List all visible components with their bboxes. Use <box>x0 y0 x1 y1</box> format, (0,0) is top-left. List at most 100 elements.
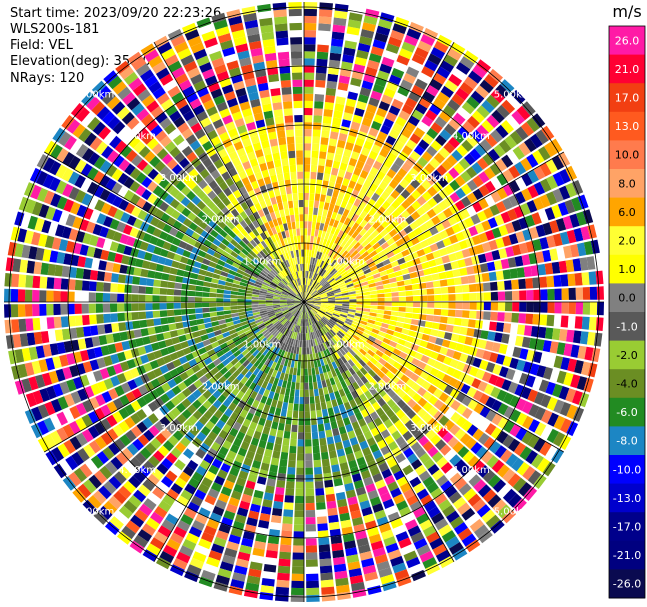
velocity-gate <box>356 351 365 359</box>
velocity-gate <box>327 307 335 310</box>
velocity-gate <box>138 503 153 517</box>
velocity-gate <box>397 167 408 178</box>
velocity-gate <box>237 292 246 296</box>
velocity-gate <box>305 510 316 518</box>
velocity-gate <box>311 221 316 230</box>
velocity-gate <box>178 79 192 91</box>
velocity-gate <box>407 231 417 240</box>
velocity-gate <box>343 242 350 250</box>
velocity-gate <box>224 234 233 243</box>
velocity-gate <box>257 378 265 387</box>
velocity-gate <box>318 23 331 32</box>
velocity-gate <box>309 325 313 333</box>
velocity-gate <box>216 201 226 211</box>
velocity-gate <box>67 291 75 302</box>
velocity-gate <box>149 334 158 344</box>
velocity-gate <box>260 96 271 106</box>
velocity-gate <box>363 364 372 373</box>
velocity-gate <box>288 330 293 338</box>
velocity-gate <box>195 448 206 459</box>
velocity-gate <box>495 237 505 249</box>
velocity-gate <box>342 304 350 307</box>
velocity-gate <box>293 403 299 411</box>
velocity-gate <box>545 381 556 395</box>
velocity-gate <box>283 343 288 351</box>
velocity-gate <box>283 311 291 317</box>
velocity-gate <box>305 488 315 497</box>
velocity-gate <box>364 272 373 278</box>
velocity-gate <box>304 340 307 348</box>
velocity-gate <box>416 544 431 556</box>
velocity-gate <box>280 238 286 247</box>
velocity-gate <box>341 306 350 309</box>
velocity-gate <box>126 236 136 247</box>
velocity-gate <box>330 226 337 235</box>
velocity-gate <box>166 303 174 310</box>
velocity-gate <box>243 403 252 412</box>
velocity-gate <box>406 28 422 40</box>
velocity-gate <box>247 354 255 363</box>
velocity-gate <box>68 327 78 339</box>
velocity-gate <box>264 341 271 349</box>
velocity-gate <box>342 302 350 304</box>
velocity-gate <box>491 342 501 353</box>
velocity-gate <box>307 286 311 293</box>
velocity-gate <box>250 437 260 447</box>
velocity-gate <box>255 393 263 402</box>
velocity-gate <box>250 98 261 108</box>
velocity-gate <box>297 304 303 311</box>
velocity-gate <box>409 324 418 332</box>
velocity-gate <box>471 255 480 265</box>
velocity-gate <box>520 121 535 137</box>
velocity-gate <box>218 319 226 325</box>
velocity-gate <box>231 387 240 396</box>
colorbar-swatch <box>609 169 645 199</box>
velocity-gate <box>343 275 351 282</box>
velocity-gate <box>407 266 416 273</box>
velocity-gate <box>145 442 157 455</box>
velocity-gate <box>198 507 211 519</box>
velocity-gate <box>490 519 505 534</box>
velocity-gate <box>522 415 534 430</box>
velocity-gate <box>124 284 132 293</box>
velocity-gate <box>419 168 431 179</box>
velocity-gate <box>343 353 351 362</box>
velocity-gate <box>357 402 366 412</box>
velocity-gate <box>316 172 324 181</box>
velocity-gate <box>337 498 348 508</box>
velocity-gate <box>235 87 247 98</box>
velocity-gate <box>296 164 303 172</box>
velocity-gate <box>294 214 300 222</box>
velocity-gate <box>300 228 304 236</box>
velocity-gate <box>326 289 334 294</box>
velocity-gate <box>335 275 342 281</box>
velocity-gate <box>112 154 125 168</box>
velocity-gate <box>80 163 93 177</box>
velocity-gate <box>406 205 416 215</box>
velocity-gate <box>488 374 499 386</box>
velocity-gate <box>79 244 89 256</box>
velocity-gate <box>254 408 263 418</box>
velocity-gate <box>267 310 275 314</box>
velocity-gate <box>187 296 195 302</box>
velocity-gate <box>200 263 209 271</box>
velocity-gate <box>298 418 304 426</box>
velocity-gate <box>352 114 363 124</box>
velocity-gate <box>277 472 286 481</box>
velocity-gate <box>376 334 385 342</box>
velocity-gate <box>152 295 160 302</box>
velocity-gate <box>159 117 172 130</box>
velocity-gate <box>280 297 288 300</box>
velocity-gate <box>276 313 284 318</box>
velocity-gate <box>218 404 228 414</box>
velocity-gate <box>257 209 265 218</box>
velocity-gate <box>185 134 197 145</box>
velocity-gate <box>306 294 311 300</box>
velocity-gate <box>340 355 348 364</box>
velocity-gate <box>299 311 302 319</box>
velocity-gate <box>596 302 604 316</box>
velocity-gate <box>104 461 118 475</box>
velocity-gate <box>502 269 511 280</box>
velocity-gate <box>165 513 179 526</box>
velocity-gate <box>363 430 373 440</box>
